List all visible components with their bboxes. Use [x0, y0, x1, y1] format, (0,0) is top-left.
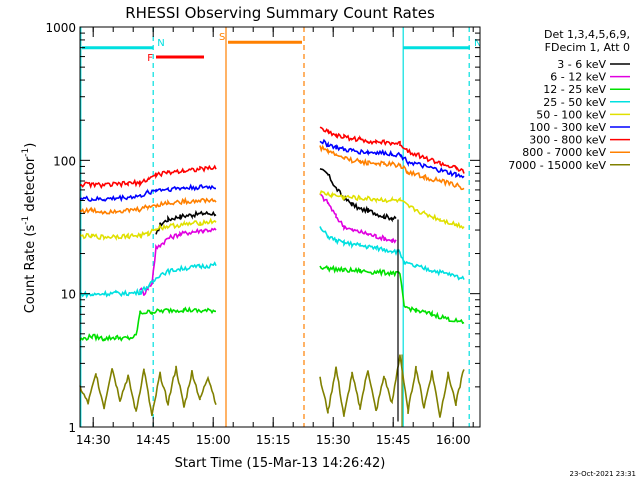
- series-line-0: [155, 167, 397, 235]
- chart-title: RHESSI Observing Summary Count Rates: [125, 4, 435, 22]
- x-tick-label-1: 14:45: [136, 433, 171, 447]
- plot-area: N NFS: [79, 27, 481, 427]
- x-tick-label-3: 15:15: [256, 433, 291, 447]
- series-line-3: [79, 226, 465, 299]
- flag-label-3: S: [219, 32, 225, 43]
- timestamp: 23-Oct-2021 23:31: [570, 470, 636, 478]
- y-label-part1: Count Rate (s: [23, 225, 38, 314]
- legend-header-line1: Det 1,3,4,5,6,9,: [544, 28, 630, 41]
- axis-ticks: 1 10 100 1000 14:30 14:45 15:00 15:15 15:30 15:45…: [45, 21, 480, 447]
- series-line-8: [79, 354, 465, 418]
- y-tick-label-2: 100: [53, 154, 76, 168]
- y-label-sup1: -1: [21, 216, 31, 225]
- legend-label-2: 12 - 25 keV: [543, 83, 606, 96]
- legend: Det 1,3,4,5,6,9, FDecim 1, Att 0 3 - 6 k…: [508, 28, 630, 172]
- legend-label-3: 25 - 50 keV: [543, 96, 606, 109]
- y-label-part3: ): [23, 143, 38, 148]
- x-axis-label: Start Time (15-Mar-13 14:26:42): [175, 456, 386, 471]
- series-line-6: [79, 126, 465, 190]
- y-tick-label-3: 1000: [45, 21, 76, 35]
- x-tick-label-0: 14:30: [76, 433, 111, 447]
- x-tick-label-4: 15:30: [316, 433, 351, 447]
- y-tick-label-1: 10: [61, 288, 76, 302]
- x-tick-label-2: 15:00: [196, 433, 231, 447]
- y-axis-label: Count Rate (s-1 detector-1): [21, 143, 38, 314]
- series-line-4: [79, 190, 465, 241]
- flag-label-2: F: [147, 53, 153, 64]
- flag-label-1: N: [474, 38, 481, 49]
- plot-frame: [79, 26, 481, 428]
- legend-label-8: 7000 - 15000 keV: [508, 159, 606, 172]
- legend-label-1: 6 - 12 keV: [550, 71, 606, 84]
- series-line-7: [79, 144, 465, 216]
- y-tick-label-0: 1: [68, 421, 76, 435]
- legend-label-7: 800 - 7000 keV: [522, 146, 606, 159]
- legend-label-0: 3 - 6 keV: [557, 58, 606, 71]
- y-label-sup2: -1: [21, 148, 31, 157]
- legend-label-6: 300 - 800 keV: [529, 134, 606, 147]
- series-line-1: [139, 193, 397, 296]
- series-line-2: [79, 264, 465, 342]
- legend-header-line2: FDecim 1, Att 0: [545, 41, 630, 54]
- x-tick-label-6: 16:00: [436, 433, 471, 447]
- y-label-part2: detector: [23, 156, 38, 216]
- legend-label-4: 50 - 100 keV: [536, 108, 606, 121]
- flag-label-0: N: [157, 38, 164, 49]
- series-line-5: [79, 138, 465, 203]
- x-tick-label-5: 15:45: [376, 433, 411, 447]
- legend-label-5: 100 - 300 keV: [529, 121, 606, 134]
